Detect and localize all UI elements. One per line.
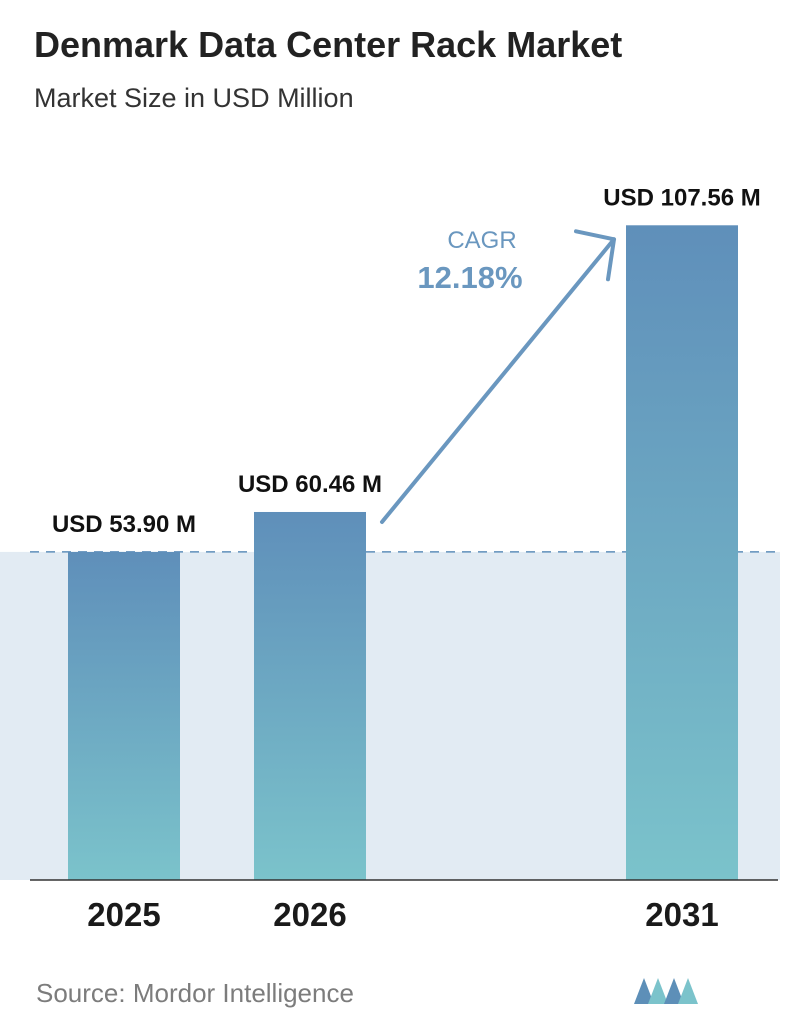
chart-title: Denmark Data Center Rack Market [34,24,623,65]
cagr-value: 12.18% [417,260,522,295]
cagr-arrowhead [574,229,616,282]
bar-2025 [68,551,180,880]
bar-2031 [626,225,738,880]
data-label-2025: USD 53.90 M [52,511,196,538]
bar-chart: USD 53.90 M 2025 USD 60.46 M 2026 USD 107.56… [0,184,780,933]
mordor-intelligence-logo-icon [634,978,698,1004]
x-tick-2025: 2025 [87,896,160,933]
x-tick-2026: 2026 [273,896,346,933]
cagr-arrow [380,229,616,524]
chart-subtitle: Market Size in USD Million [34,83,354,113]
data-label-2031: USD 107.56 M [603,184,760,211]
source-credit: Source: Mordor Intelligence [36,978,354,1008]
x-tick-2031: 2031 [645,896,718,933]
data-label-2026: USD 60.46 M [238,471,382,498]
bar-2026 [254,511,366,880]
cagr-label: CAGR [447,227,516,254]
